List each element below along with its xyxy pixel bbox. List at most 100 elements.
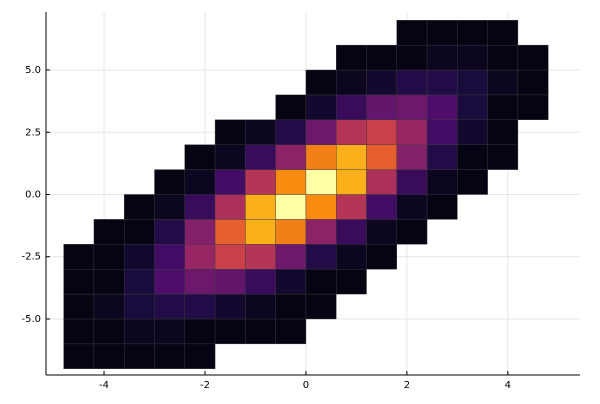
bin-cell (487, 144, 519, 170)
bin-cell (396, 94, 428, 121)
bin-cell (63, 268, 95, 295)
bin-cell (487, 94, 519, 121)
y-tick-label: 2.5 (25, 127, 41, 138)
bin-cell (305, 69, 337, 96)
bin-cell (517, 94, 549, 121)
bin-cell (457, 44, 488, 71)
bin-cell (396, 169, 428, 195)
cells (63, 20, 549, 369)
bin-cell (366, 119, 397, 145)
bin-cell (305, 268, 337, 295)
bin-cell (63, 293, 95, 320)
bin-cell (214, 244, 246, 270)
bin-cell (336, 44, 367, 71)
bin-cell (305, 144, 337, 170)
bin-cell (184, 169, 216, 195)
bin-cell (93, 244, 125, 270)
bin-cell (214, 219, 246, 245)
bin-cell (214, 268, 246, 295)
bin-cell (396, 119, 428, 145)
bin-cell (366, 144, 397, 170)
bin-cell (366, 219, 397, 245)
bin-cell (457, 119, 488, 145)
bin-cell (426, 69, 458, 96)
bin-cell (487, 20, 519, 46)
bin-cell (63, 343, 95, 369)
bin-cell (245, 293, 276, 320)
axes: -4 -2 0 2 4 -5.0 -2.5 0.0 2.5 5.0 (21, 12, 580, 391)
bin-cell (396, 44, 428, 71)
bin-cell (305, 219, 337, 245)
bin-cell (275, 119, 307, 145)
bin-cell (426, 119, 458, 145)
bin-cell (124, 293, 155, 320)
bin-cell (457, 20, 488, 46)
bin-cell (154, 219, 185, 245)
bin-cell (275, 219, 307, 245)
bin-cell (275, 169, 307, 195)
bin-cell (305, 94, 337, 121)
bin-cell (184, 343, 216, 369)
bin-cell (366, 69, 397, 96)
bin-cell (275, 318, 307, 345)
bin-cell (336, 244, 367, 270)
bin-cell (124, 318, 155, 345)
bin-cell (336, 169, 367, 195)
bin-cell (336, 194, 367, 220)
bin-cell (184, 144, 216, 170)
bin-cell (184, 293, 216, 320)
bin-cell (275, 268, 307, 295)
bin-cell (336, 119, 367, 145)
x-tick-label: 4 (505, 380, 511, 391)
bin-cell (426, 20, 458, 46)
bin-cell (275, 94, 307, 121)
bin-cell (124, 194, 155, 220)
y-tick-label: 0.0 (25, 189, 41, 200)
bin-cell (305, 194, 337, 220)
bin-cell (245, 318, 276, 345)
bin-cell (275, 244, 307, 270)
bin-cell (93, 293, 125, 320)
bin-cell (184, 244, 216, 270)
bin-cell (124, 244, 155, 270)
bin-cell (396, 144, 428, 170)
bin-cell (487, 119, 519, 145)
bin-cell (426, 44, 458, 71)
bin-cell (93, 318, 125, 345)
bin-cell (214, 194, 246, 220)
bin-cell (184, 268, 216, 295)
bin-cell (154, 194, 185, 220)
bin-cell (184, 219, 216, 245)
bin-cell (154, 293, 185, 320)
bin-cell (275, 293, 307, 320)
bin-cell (305, 293, 337, 320)
bin-cell (396, 69, 428, 96)
bin-cell (426, 169, 458, 195)
bin-cell (366, 169, 397, 195)
bin-cell (184, 318, 216, 345)
bin-cell (154, 318, 185, 345)
bin-cell (93, 219, 125, 245)
bin-cell (457, 144, 488, 170)
bin-cell (214, 318, 246, 345)
bin-cell (305, 169, 337, 195)
bin-cell (245, 194, 276, 220)
bin-cell (275, 144, 307, 170)
bin-cell (396, 219, 428, 245)
bin-cell (124, 268, 155, 295)
bin-cell (366, 194, 397, 220)
x-tick-label: 0 (303, 380, 309, 391)
bin-cell (336, 268, 367, 295)
bin-cell (396, 20, 428, 46)
bin-cell (245, 268, 276, 295)
bin-cell (305, 119, 337, 145)
bin-cell (245, 219, 276, 245)
bin-cell (93, 343, 125, 369)
bin-cell (245, 244, 276, 270)
bin-cell (245, 144, 276, 170)
bin-cell (214, 169, 246, 195)
bin-cell (336, 69, 367, 96)
bin-cell (336, 94, 367, 121)
bin-cell (426, 94, 458, 121)
